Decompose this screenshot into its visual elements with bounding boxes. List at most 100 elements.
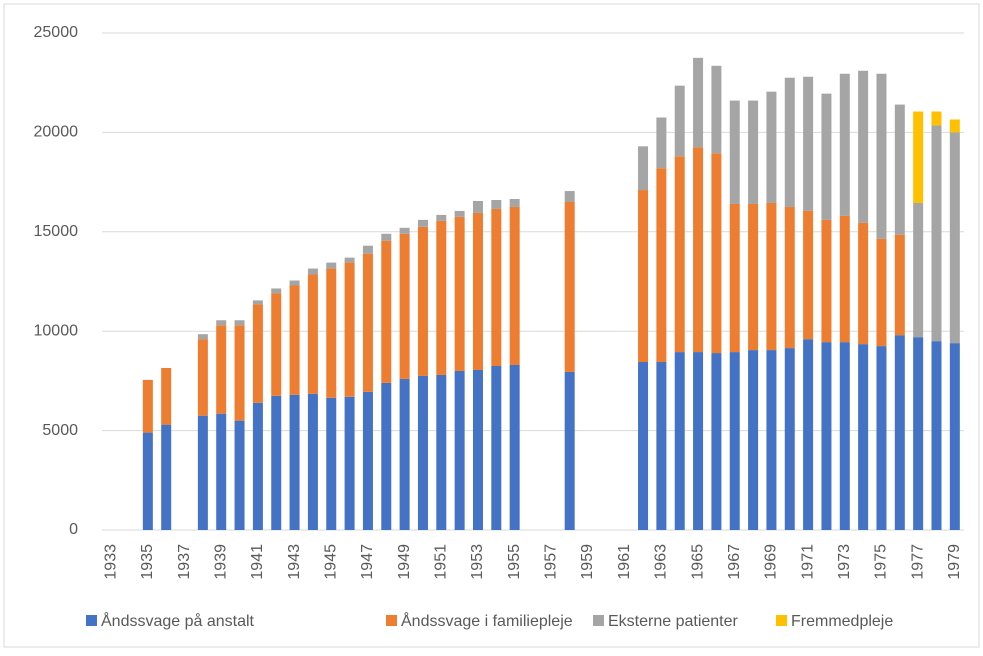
bar-segment	[381, 240, 392, 383]
bar-segment	[711, 65, 722, 154]
bar-segment	[913, 111, 924, 203]
x-tick-label: 1971	[799, 544, 816, 580]
bar-segment	[839, 73, 850, 216]
y-tick-label: 10000	[34, 322, 79, 339]
legend-swatch	[386, 615, 397, 626]
bar-segment	[913, 202, 924, 338]
bar-segment	[234, 420, 245, 530]
bar-segment	[252, 304, 263, 403]
bar-segment	[289, 280, 300, 286]
bar-segment	[931, 341, 942, 530]
bar-segment	[949, 132, 960, 344]
bar-segment	[216, 325, 227, 414]
x-tick-label: 1949	[396, 544, 413, 580]
bar-segment	[858, 70, 869, 223]
x-tick-label: 1977	[909, 544, 926, 580]
bar-segment	[784, 77, 795, 207]
bar-segment	[656, 117, 667, 169]
x-tick-label: 1965	[689, 544, 706, 580]
bar-segment	[693, 352, 704, 530]
bar-segment	[271, 395, 282, 530]
x-tick-label: 1959	[579, 544, 596, 580]
bar-segment	[344, 262, 355, 397]
bar-segment	[142, 432, 153, 530]
bar-segment	[417, 226, 428, 376]
bar-segment	[638, 362, 649, 530]
bar-segment	[711, 353, 722, 530]
bar-segment	[362, 391, 373, 530]
legend-swatch	[593, 615, 604, 626]
bar-segment	[509, 198, 520, 207]
bar-segment	[326, 397, 337, 530]
bar-segment	[876, 346, 887, 530]
bar-segment	[252, 300, 263, 305]
bar-segment	[399, 233, 410, 379]
bar-segment	[472, 212, 483, 370]
legend-swatch	[86, 615, 97, 626]
bar-segment	[491, 208, 502, 366]
x-tick-label: 1939	[212, 544, 229, 580]
bar-segment	[894, 335, 905, 530]
bar-segment	[454, 216, 465, 371]
bar-segment	[344, 257, 355, 263]
x-tick-label: 1969	[763, 544, 780, 580]
bar-segment	[197, 339, 208, 416]
bar-segment	[454, 370, 465, 530]
bar-segment	[271, 288, 282, 294]
x-tick-label: 1933	[102, 544, 119, 580]
bar-segment	[656, 362, 667, 530]
bar-segment	[876, 73, 887, 239]
bar-segment	[931, 111, 942, 126]
bar-segment	[142, 379, 153, 433]
bar-segment	[234, 320, 245, 326]
x-tick-label: 1953	[469, 544, 486, 580]
bar-segment	[271, 293, 282, 396]
bar-segment	[161, 424, 172, 530]
x-tick-label: 1973	[836, 544, 853, 580]
bar-segment	[693, 57, 704, 148]
bar-segment	[307, 274, 318, 394]
bar-segment	[913, 337, 924, 530]
bar-segment	[197, 415, 208, 530]
bar-segment	[894, 234, 905, 336]
bar-segment	[821, 93, 832, 220]
y-tick-label: 0	[69, 521, 78, 538]
bar-segment	[656, 168, 667, 363]
y-tick-label: 15000	[34, 223, 79, 240]
bar-segment	[362, 253, 373, 392]
bar-segment	[362, 245, 373, 254]
bar-segment	[197, 334, 208, 340]
bar-segment	[894, 104, 905, 235]
bar-segment	[307, 268, 318, 275]
bar-segment	[748, 100, 759, 204]
bar-segment	[436, 220, 447, 375]
y-tick-label: 20000	[34, 124, 79, 141]
bar-segment	[289, 394, 300, 530]
bar-segment	[674, 352, 685, 530]
x-tick-label: 1937	[176, 544, 193, 580]
bar-segment	[674, 156, 685, 353]
bar-segment	[711, 153, 722, 354]
bar-segment	[766, 350, 777, 530]
bar-segment	[326, 262, 337, 269]
bar-segment	[729, 203, 740, 353]
bar-segment	[784, 206, 795, 349]
bar-segment	[307, 393, 318, 530]
bar-segment	[326, 268, 337, 398]
bar-segment	[949, 343, 960, 530]
x-tick-label: 1963	[653, 544, 670, 580]
bar-segment	[949, 119, 960, 133]
x-tick-label: 1967	[726, 544, 743, 580]
bar-segment	[839, 342, 850, 530]
bar-segment	[454, 210, 465, 217]
bar-segment	[381, 233, 392, 241]
bar-segment	[931, 125, 942, 342]
x-tick-label: 1955	[506, 544, 523, 580]
bar-segment	[344, 396, 355, 530]
bar-segment	[399, 227, 410, 234]
bar-segment	[803, 210, 814, 340]
bar-segment	[417, 375, 428, 530]
x-tick-label: 1975	[873, 544, 890, 580]
legend-label: Åndssvage på anstalt	[101, 611, 255, 630]
y-tick-label: 5000	[42, 422, 78, 439]
